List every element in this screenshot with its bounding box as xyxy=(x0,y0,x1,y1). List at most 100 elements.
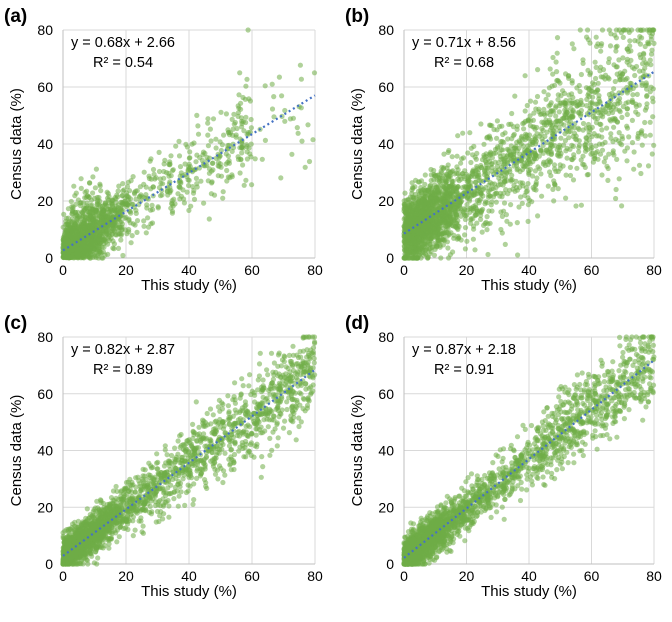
data-point xyxy=(573,136,578,141)
data-point xyxy=(443,179,448,184)
data-point xyxy=(576,145,581,150)
data-point xyxy=(606,76,611,81)
data-point xyxy=(192,197,197,202)
data-point xyxy=(482,201,487,206)
data-point xyxy=(225,127,230,132)
data-point xyxy=(240,162,245,167)
data-point xyxy=(625,106,630,111)
data-point xyxy=(554,59,559,64)
data-point xyxy=(555,51,560,56)
data-point xyxy=(589,147,594,152)
data-point xyxy=(550,55,555,60)
data-point xyxy=(94,167,99,172)
data-point xyxy=(649,48,654,53)
data-point xyxy=(635,134,640,139)
data-point xyxy=(441,220,446,225)
data-point xyxy=(608,31,613,36)
data-point xyxy=(116,202,121,207)
data-point xyxy=(630,140,635,145)
data-point xyxy=(279,93,284,98)
data-point xyxy=(402,191,407,196)
data-point xyxy=(586,87,591,92)
data-point xyxy=(422,186,427,191)
data-point xyxy=(607,56,612,61)
data-point xyxy=(594,133,599,138)
data-point xyxy=(289,152,294,157)
data-point xyxy=(416,235,421,240)
data-point xyxy=(544,123,549,128)
data-point xyxy=(85,205,90,210)
data-point xyxy=(410,255,415,260)
data-point xyxy=(473,180,478,185)
x-tick-label: 40 xyxy=(521,262,537,278)
data-point xyxy=(243,115,248,120)
x-tick-label: 40 xyxy=(181,262,197,278)
data-point xyxy=(556,186,561,191)
data-point xyxy=(427,185,432,190)
data-point xyxy=(568,165,573,170)
data-point xyxy=(496,176,501,181)
data-point xyxy=(627,38,632,43)
data-point xyxy=(483,221,488,226)
data-point xyxy=(201,201,206,206)
data-point xyxy=(168,206,173,211)
data-point xyxy=(614,157,619,162)
data-point xyxy=(493,191,498,196)
data-point xyxy=(148,156,153,161)
data-point xyxy=(246,27,251,32)
data-point xyxy=(526,219,531,224)
data-point xyxy=(504,178,509,183)
data-point xyxy=(644,101,649,106)
data-point xyxy=(448,215,453,220)
data-point xyxy=(221,133,226,138)
data-point xyxy=(402,235,407,240)
data-point xyxy=(450,154,455,159)
data-point xyxy=(219,174,224,179)
data-point xyxy=(76,197,81,202)
data-point xyxy=(159,192,164,197)
data-point xyxy=(624,158,629,163)
data-point xyxy=(520,201,525,206)
data-point xyxy=(600,75,605,80)
data-point xyxy=(90,174,95,179)
data-point xyxy=(641,52,646,57)
data-point xyxy=(299,139,304,144)
data-point xyxy=(238,170,243,175)
data-point xyxy=(209,191,214,196)
data-point xyxy=(446,255,451,260)
data-point xyxy=(620,134,625,139)
data-point xyxy=(230,149,235,154)
data-point xyxy=(471,237,476,242)
data-point xyxy=(407,203,412,208)
x-tick-label: 80 xyxy=(646,262,662,278)
data-point xyxy=(183,142,188,147)
data-point xyxy=(634,104,639,109)
data-point xyxy=(476,173,481,178)
data-point xyxy=(307,159,312,164)
y-tick-label: 20 xyxy=(37,193,53,209)
data-point xyxy=(242,183,247,188)
data-point xyxy=(511,163,516,168)
data-point xyxy=(429,206,434,211)
data-point xyxy=(231,127,236,132)
data-point xyxy=(608,131,613,136)
data-point xyxy=(548,173,553,178)
data-point xyxy=(486,166,491,171)
data-point xyxy=(82,244,87,249)
data-point xyxy=(625,145,630,150)
data-point xyxy=(226,403,231,408)
data-point xyxy=(465,150,470,155)
data-point xyxy=(479,209,484,214)
data-point xyxy=(467,130,472,135)
data-point xyxy=(549,125,554,130)
data-point xyxy=(593,150,598,155)
data-point xyxy=(599,127,604,132)
data-point xyxy=(305,122,310,127)
r-squared-label: R² = 0.54 xyxy=(93,55,153,71)
data-point xyxy=(571,144,576,149)
data-point xyxy=(585,27,590,32)
data-point xyxy=(135,218,140,223)
data-point xyxy=(577,102,582,107)
data-point xyxy=(461,209,466,214)
data-point xyxy=(633,109,638,114)
